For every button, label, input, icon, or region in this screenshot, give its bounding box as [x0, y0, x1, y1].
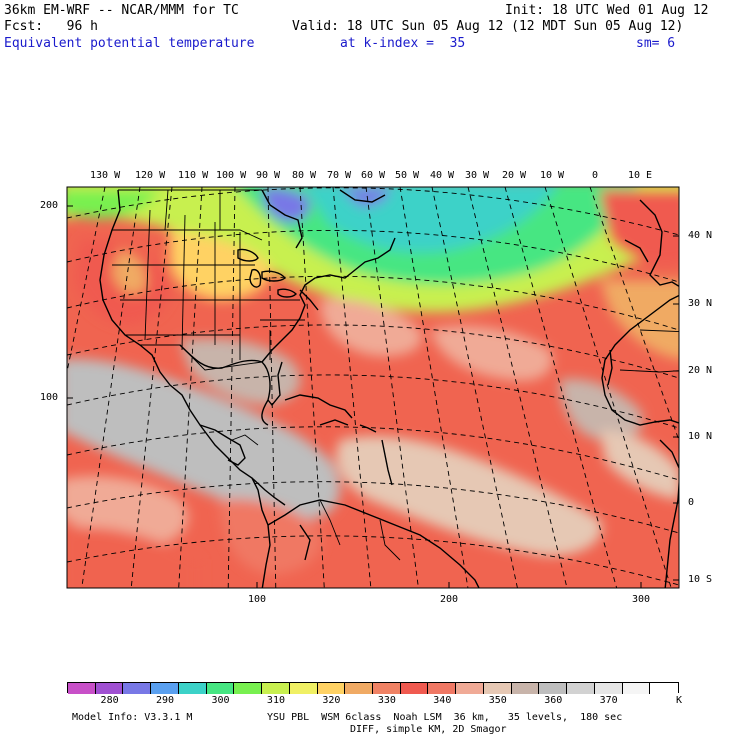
valid-time: Valid: 18 UTC Sun 05 Aug 12 (12 MDT Sun …: [292, 19, 684, 34]
lat-label: 40 N: [688, 230, 713, 241]
physics-info: YSU PBL WSM 6class Noah LSM 36 km, 35 le…: [267, 712, 623, 723]
colorbar-tick-label: 310: [266, 695, 285, 706]
forecast-hour: Fcst: 96 h: [4, 19, 98, 34]
grid-y-label: 100: [40, 392, 59, 403]
lon-label: 80 W: [292, 170, 317, 181]
colorbar-swatch: [262, 683, 290, 694]
colorbar-swatch: [400, 683, 429, 694]
colorbar-tick-label: 340: [433, 695, 452, 706]
colorbar-swatch: [594, 683, 623, 694]
init-time: Init: 18 UTC Wed 01 Aug 12: [505, 3, 709, 18]
graticule: [67, 187, 679, 588]
field-name: Equivalent potential temperature: [4, 36, 255, 51]
lat-label: 30 N: [688, 298, 713, 309]
colorbar-swatch: [511, 683, 540, 694]
colorbar-swatch: [373, 683, 401, 694]
lon-label: 20 W: [502, 170, 527, 181]
lat-label: 20 N: [688, 365, 713, 376]
lon-label: 60 W: [361, 170, 386, 181]
grid-x-label: 200: [440, 594, 459, 605]
colorbar-swatch: [650, 683, 678, 694]
lat-label: 10 N: [688, 431, 713, 442]
model-info: Model Info: V3.3.1 M: [72, 712, 193, 723]
colorbar-swatch: [428, 683, 457, 694]
colorbar-tick-label: 300: [211, 695, 230, 706]
colorbar-swatch: [345, 683, 373, 694]
colorbar-swatch: [567, 683, 595, 694]
grid-x-label: 100: [248, 594, 267, 605]
colorbar-swatch: [206, 683, 235, 694]
lon-label: 70 W: [327, 170, 352, 181]
colorbar-swatch: [539, 683, 568, 694]
lon-label: 10 W: [540, 170, 565, 181]
lon-label: 100 W: [216, 170, 247, 181]
colorbar-unit: K: [676, 695, 683, 706]
colorbar-swatch: [68, 683, 96, 694]
grid-y-label: 200: [40, 200, 59, 211]
colorbar-tick-label: 350: [488, 695, 507, 706]
lon-label: 40 W: [430, 170, 455, 181]
map-frame: [66, 186, 680, 589]
smoothing-info: sm= 6: [636, 36, 676, 51]
colorbar-swatch: [456, 683, 484, 694]
theta-e-field: [67, 187, 679, 588]
colorbar-tick-label: 290: [156, 695, 175, 706]
level-info: at k-index = 35: [340, 36, 466, 51]
colorbar-tick-label: 360: [544, 695, 563, 706]
colorbar-swatch: [234, 683, 263, 694]
grid-x-label: 300: [632, 594, 651, 605]
lon-label: 90 W: [256, 170, 281, 181]
colorbar: [67, 682, 679, 694]
model-title: 36km EM-WRF -- NCAR/MMM for TC: [4, 3, 239, 18]
colorbar-tick-label: 330: [377, 695, 396, 706]
colorbar-swatch: [151, 683, 179, 694]
colorbar-labels: 280 290 300 310 320 330 340 350 360 370: [0, 695, 740, 707]
lon-label: 110 W: [178, 170, 209, 181]
colorbar-swatch: [317, 683, 346, 694]
diffusion-info: DIFF, simple KM, 2D Smagor: [350, 724, 507, 735]
lon-label: 50 W: [395, 170, 420, 181]
lon-label: 120 W: [135, 170, 166, 181]
colorbar-swatch: [95, 683, 124, 694]
colorbar-swatch: [483, 683, 512, 694]
colorbar-swatch: [622, 683, 651, 694]
lon-label: 0: [592, 170, 599, 181]
colorbar-swatch: [123, 683, 152, 694]
lon-label: 10 E: [628, 170, 653, 181]
colorbar-tick-label: 320: [322, 695, 341, 706]
borders: [112, 189, 679, 561]
lat-label: 0: [688, 497, 695, 508]
frame-ticks: [67, 205, 679, 588]
colorbar-tick-label: 370: [599, 695, 618, 706]
colorbar-tick-label: 280: [100, 695, 119, 706]
colorbar-swatch: [178, 683, 207, 694]
lon-label: 30 W: [465, 170, 490, 181]
lat-label: 10 S: [688, 574, 713, 585]
lon-label: 130 W: [90, 170, 121, 181]
colorbar-swatch: [289, 683, 318, 694]
